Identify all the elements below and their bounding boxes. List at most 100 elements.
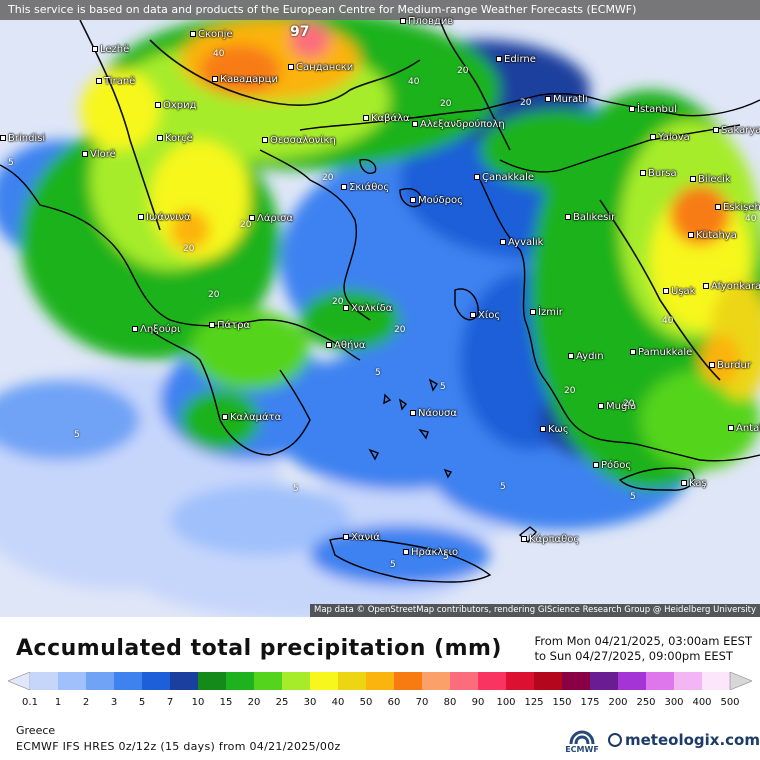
place-label: Χανιά <box>343 532 380 543</box>
place-name: Sakarya <box>721 125 760 136</box>
place-marker-icon <box>363 115 369 121</box>
place-label: Uşak <box>663 286 695 297</box>
place-marker-icon <box>709 362 715 368</box>
legend-label: 100 <box>496 697 516 708</box>
place-name: Καλαμάτα <box>230 412 282 423</box>
place-label: Sakarya <box>713 125 760 136</box>
place-name: Сандански <box>296 62 354 73</box>
meteologix-logo-text: meteologix.com <box>625 731 760 749</box>
borders <box>79 19 721 381</box>
legend-label: 2 <box>82 697 90 708</box>
place-marker-icon <box>157 135 163 141</box>
place-marker-icon <box>341 184 347 190</box>
place-label: Μούδρος <box>410 195 463 206</box>
place-label: Νάουσα <box>410 408 457 419</box>
legend-swatch <box>30 672 59 690</box>
place-name: Antalya <box>736 423 760 434</box>
place-marker-icon <box>663 288 669 294</box>
place-label: Muğla <box>598 401 636 412</box>
place-name: Ιωάννινα <box>146 212 191 223</box>
place-marker-icon <box>410 410 416 416</box>
place-name: Yalova <box>658 132 690 143</box>
place-label: Kütahya <box>688 230 737 241</box>
place-marker-icon <box>92 46 98 52</box>
place-label: Bilecik <box>690 174 731 185</box>
place-name: Çanakkale <box>482 172 535 183</box>
place-marker-icon <box>474 174 480 180</box>
legend-swatch <box>422 672 451 690</box>
place-label: Ηράκλειο <box>403 547 458 558</box>
contour-value: 20 <box>457 66 469 76</box>
place-marker-icon <box>132 326 138 332</box>
place-name: İstanbul <box>637 104 678 115</box>
place-marker-icon <box>82 151 88 157</box>
place-label: Пловдив <box>400 16 453 27</box>
place-name: Ρόδος <box>601 460 632 471</box>
contour-value: 40 <box>745 214 757 224</box>
legend-swatch <box>282 672 311 690</box>
legend-label: 7 <box>166 697 174 708</box>
place-marker-icon <box>521 536 527 542</box>
contour-value: 20 <box>332 297 344 307</box>
place-label: Кавадарци <box>212 74 278 85</box>
place-name: Αλεξανδρούπολη <box>420 119 505 130</box>
place-name: Balıkesir <box>573 212 616 223</box>
ecmwf-banner: This service is based on data and produc… <box>0 0 760 20</box>
place-marker-icon <box>568 353 574 359</box>
legend-swatch <box>310 672 339 690</box>
place-label: Αλεξανδρούπολη <box>412 119 505 130</box>
place-name: Eskişehir <box>723 202 760 213</box>
legend-label: 1 <box>54 697 62 708</box>
legend-swatch <box>366 672 395 690</box>
place-name: Καβάλα <box>371 113 410 124</box>
legend-label: 300 <box>664 697 684 708</box>
place-marker-icon <box>470 312 476 318</box>
place-marker-icon <box>262 137 268 143</box>
place-marker-icon <box>500 239 506 245</box>
legend-swatch <box>254 672 283 690</box>
legend-min-arrow <box>8 672 31 690</box>
legend-swatch <box>534 672 563 690</box>
contour-value: 5 <box>440 382 446 392</box>
place-name: Pamukkale <box>638 347 693 358</box>
place-label: Lezhë <box>92 44 129 55</box>
place-marker-icon <box>155 102 161 108</box>
contour-value: 20 <box>208 290 220 300</box>
meteologix-logo[interactable]: meteologix.com <box>608 731 760 749</box>
place-name: Bursa <box>648 168 677 179</box>
place-name: Tiranë <box>104 76 136 87</box>
legend-max-arrow <box>729 672 752 690</box>
legend-label: 175 <box>580 697 600 708</box>
legend-label: 40 <box>331 697 345 708</box>
place-label: Balıkesir <box>565 212 615 223</box>
place-name: Vlorë <box>90 149 116 160</box>
place-name: Χανιά <box>351 532 381 543</box>
place-name: Kaş <box>689 478 707 489</box>
map-attribution[interactable]: Map data © OpenStreetMap contributors, r… <box>310 604 760 617</box>
contour-value: 5 <box>293 484 299 494</box>
place-marker-icon <box>690 176 696 182</box>
place-name: Edirne <box>504 54 536 65</box>
legend-swatch <box>198 672 227 690</box>
place-marker-icon <box>212 76 218 82</box>
place-label: Pamukkale <box>630 347 692 358</box>
precipitation-field <box>0 10 760 617</box>
place-name: Uşak <box>671 286 696 297</box>
legend-label: 150 <box>552 697 572 708</box>
place-marker-icon <box>403 549 409 555</box>
place-label: Kaş <box>681 478 707 489</box>
contour-value: 40 <box>662 316 674 326</box>
legend-swatch <box>338 672 367 690</box>
contour-value: 5 <box>8 158 14 168</box>
place-name: Кавадарци <box>220 74 278 85</box>
place-marker-icon <box>650 134 656 140</box>
place-marker-icon <box>565 214 571 220</box>
legend-label: 30 <box>303 697 317 708</box>
contour-value: 5 <box>500 482 506 492</box>
ecmwf-logo-text: ECMWF <box>565 745 599 754</box>
place-label: Αθήνα <box>326 340 365 351</box>
place-name: Пловдив <box>408 16 454 27</box>
legend-label: 50 <box>359 697 373 708</box>
contour-value: 40 <box>213 49 225 59</box>
legend-label: 70 <box>415 697 429 708</box>
